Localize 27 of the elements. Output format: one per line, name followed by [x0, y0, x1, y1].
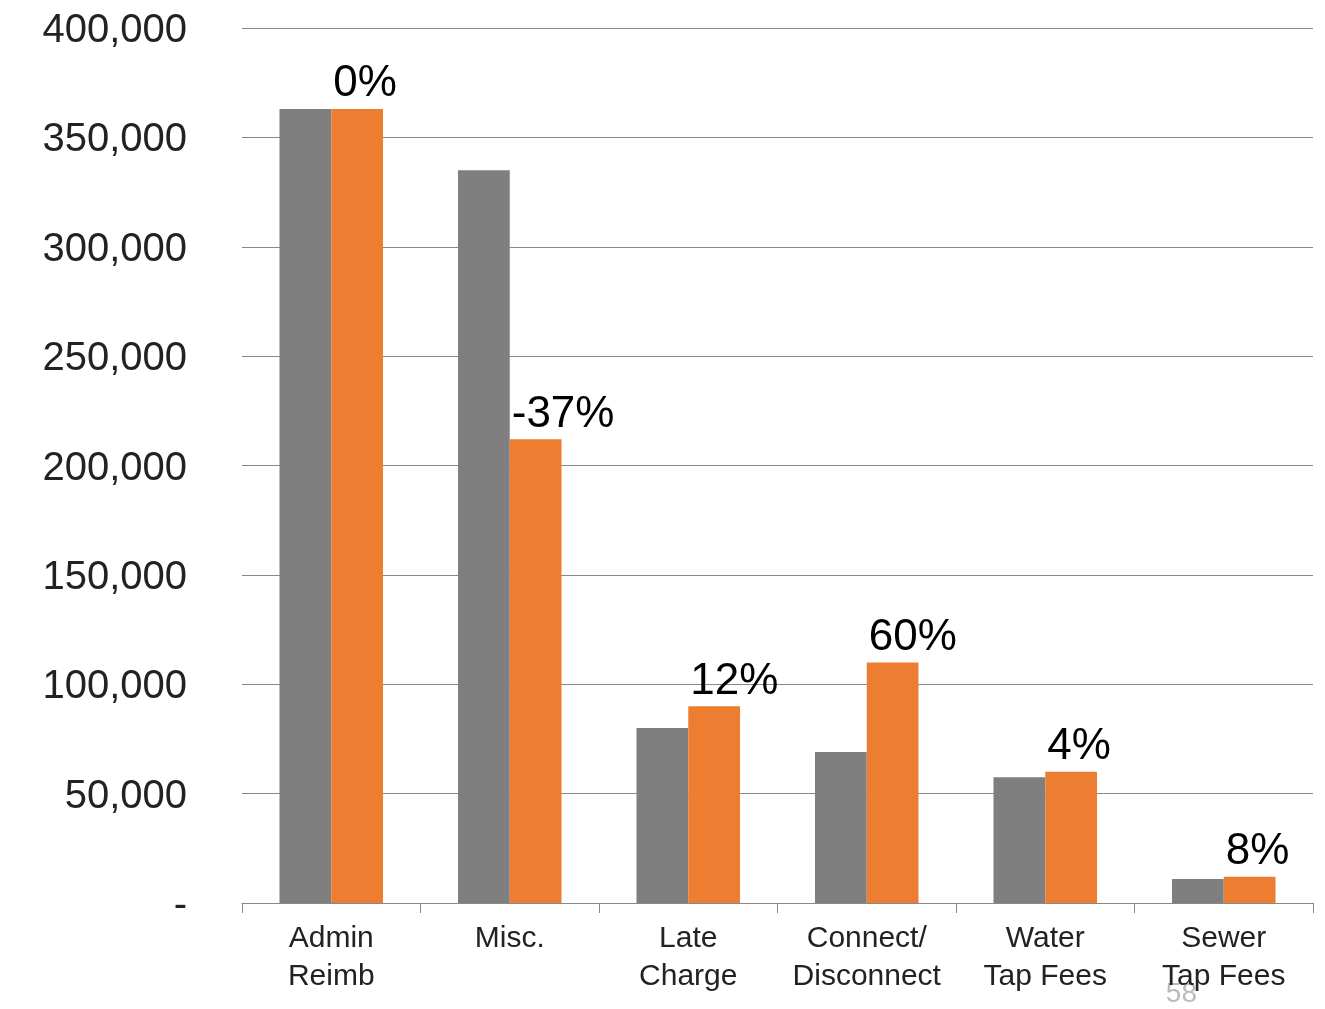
- y-tick-label: 50,000: [64, 771, 187, 816]
- x-tick-label: Water Tap Fees: [983, 919, 1107, 991]
- annotation: -37%: [511, 386, 615, 436]
- x-tick-label: Admin Reimb: [287, 919, 375, 991]
- bar: [1171, 878, 1224, 903]
- annotation: 12%: [690, 653, 779, 703]
- y-tick-label: 400,000: [42, 6, 187, 50]
- annotation: 0%: [333, 56, 397, 106]
- annotation: 4%: [1047, 719, 1111, 769]
- bar: [509, 439, 562, 903]
- annotation: 60%: [868, 609, 957, 659]
- bar: [1223, 876, 1276, 903]
- bar: [688, 706, 741, 903]
- x-tick-label: Connect/ Disconnect: [792, 919, 942, 991]
- x-tick-label: Misc.: [474, 919, 545, 953]
- bar: [866, 662, 919, 903]
- bar: [331, 108, 384, 903]
- y-tick-label: 300,000: [42, 224, 187, 269]
- x-tick-label: Late Charge: [639, 919, 738, 991]
- y-tick-label: 100,000: [42, 662, 187, 707]
- y-tick-label: -: [173, 881, 187, 925]
- y-tick-label: 350,000: [42, 115, 187, 160]
- y-tick-label: 250,000: [42, 334, 187, 379]
- bar: [1045, 771, 1098, 903]
- annotation: 8%: [1225, 824, 1290, 874]
- y-tick-label: 150,000: [42, 552, 187, 597]
- y-tick-label: 200,000: [42, 443, 187, 488]
